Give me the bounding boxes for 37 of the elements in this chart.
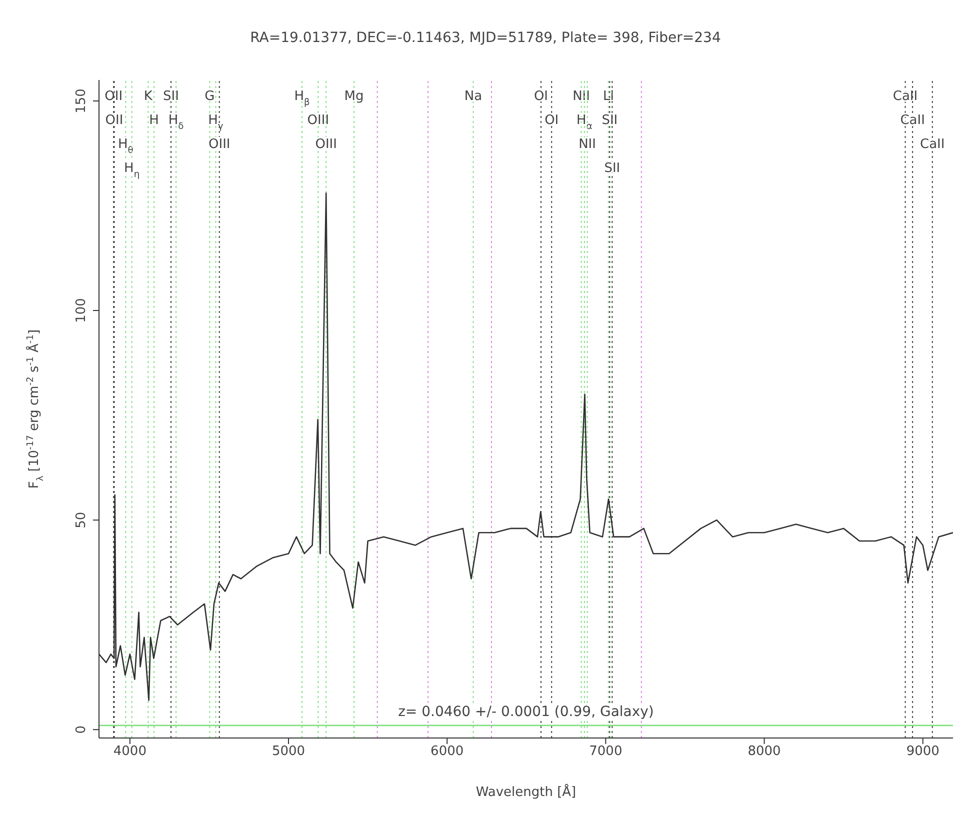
chart-title: RA=19.01377, DEC=-0.11463, MJD=51789, Plate= 398, Fiber=234 [249,30,722,46]
ref-line-label: SII [602,113,618,128]
ref-line-label: OIII [307,113,330,128]
ref-line-label: OIII [208,137,230,152]
ref-line-label: SII [163,89,179,104]
ref-line-label: OII [104,89,123,104]
ref-line-label: OII [105,113,124,128]
ref-line-label: H [149,113,159,128]
y-tick-label: 100 [74,298,89,323]
ref-line-label: H$_{γ}$ [208,113,224,132]
ref-line-label: SII [604,161,620,176]
x-tick-label: 4000 [113,744,146,760]
x-axis-title: Wavelength [Å] [476,783,576,800]
x-tick-label: 9000 [906,744,940,760]
ref-line-label: K [144,89,153,104]
ref-line-label: OIII [315,137,337,152]
ref-line-label: CaII [892,89,918,104]
ref-line-label: G [204,89,215,104]
ref-line-label: H$_{η}$ [124,161,140,180]
y-tick-label: 50 [74,512,89,528]
x-tick-label: 5000 [272,744,306,760]
ref-line-label: Na [464,89,482,104]
y-tick-label: 0 [74,725,89,734]
ref-line-label: H$_{δ}$ [168,113,184,132]
annotation: z= 0.0460 +/- 0.0001 (0.99, Galaxy) [395,704,657,720]
ref-line-label: H$_{β}$ [294,89,310,108]
x-tick-label: 6000 [430,744,464,760]
ref-line-label: NII [578,137,596,152]
ref-line-label: CaII [900,113,925,128]
ref-line-label: CaII [920,137,945,152]
ref-line-label: Mg [344,89,364,104]
ref-line-label: OI [534,89,548,104]
ref-line-label: OI [544,113,559,128]
x-tick-label: 7000 [589,744,622,760]
ref-line-label: NII [572,89,590,104]
x-tick-label: 8000 [748,744,781,760]
y-tick-label: 150 [74,88,89,114]
